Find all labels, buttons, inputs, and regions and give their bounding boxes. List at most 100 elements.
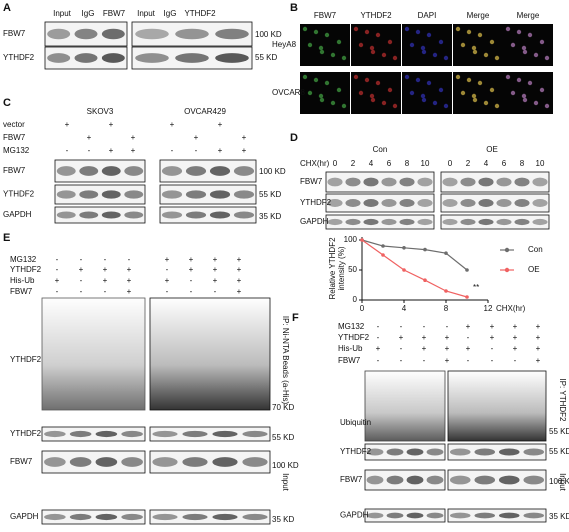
legend-marker xyxy=(504,267,510,273)
marker-label: 35 KD xyxy=(549,512,569,521)
cell xyxy=(432,52,438,58)
micrograph xyxy=(351,24,401,66)
sign: + xyxy=(213,276,218,285)
band xyxy=(381,199,397,207)
y-tick-label: 50 xyxy=(348,265,357,274)
sign: - xyxy=(400,322,403,331)
cell xyxy=(494,103,500,109)
time-label: CHX(hr) xyxy=(300,159,330,168)
side-label: IP: YTHDF2 xyxy=(558,379,567,423)
row-label: FBW7 xyxy=(3,166,26,175)
time-label: 0 xyxy=(333,159,338,168)
sign: - xyxy=(400,344,403,353)
cell xyxy=(455,26,461,32)
cell xyxy=(489,39,495,45)
sign: - xyxy=(377,333,380,342)
band xyxy=(381,177,397,187)
cell xyxy=(307,90,313,96)
band xyxy=(101,28,125,40)
blot-smear xyxy=(447,370,547,442)
sign: - xyxy=(128,255,131,264)
band xyxy=(498,512,520,519)
panel-label: A xyxy=(3,2,11,14)
row-label: OVCAR8 xyxy=(272,88,305,97)
cell xyxy=(539,39,545,45)
cell xyxy=(477,80,483,86)
cell xyxy=(375,32,381,38)
cell xyxy=(466,77,472,83)
cell xyxy=(318,45,324,51)
cell xyxy=(443,55,449,61)
cell xyxy=(510,42,516,48)
row-label: YTHDF2 xyxy=(3,190,35,199)
band xyxy=(185,190,207,199)
sign: + xyxy=(466,322,471,331)
cell xyxy=(324,80,330,86)
micrograph xyxy=(503,24,553,66)
x-axis-label: CHX(hr) xyxy=(496,304,526,313)
x-tick-label: 12 xyxy=(484,304,493,313)
band xyxy=(233,166,255,176)
band xyxy=(121,430,143,438)
sign: + xyxy=(131,146,136,155)
cell xyxy=(387,87,393,93)
blot-frame xyxy=(54,206,146,224)
column-label: DAPI xyxy=(418,11,437,20)
band xyxy=(345,177,361,187)
cell xyxy=(319,97,325,103)
sign: - xyxy=(467,356,470,365)
band xyxy=(44,457,66,467)
band xyxy=(161,211,183,219)
band xyxy=(74,28,98,40)
cell xyxy=(460,90,466,96)
cell xyxy=(415,77,421,83)
sign: + xyxy=(170,120,175,129)
cell xyxy=(392,103,398,109)
cell xyxy=(471,45,477,51)
cell xyxy=(387,39,393,45)
blot-frame xyxy=(41,509,146,525)
blot-frame xyxy=(41,450,146,474)
column-label: FBW7 xyxy=(314,11,337,20)
group-label: SKOV3 xyxy=(87,107,114,116)
cell xyxy=(381,100,387,106)
point xyxy=(465,268,469,272)
sign: + xyxy=(109,120,114,129)
sign: - xyxy=(80,287,83,296)
sign: + xyxy=(422,333,427,342)
cell xyxy=(516,29,522,35)
band xyxy=(161,190,183,199)
band xyxy=(185,166,207,176)
cell xyxy=(510,90,516,96)
cell xyxy=(505,74,511,80)
cell xyxy=(392,55,398,61)
point xyxy=(381,253,385,257)
condition-label: YTHDF2 xyxy=(338,333,370,342)
legend-marker xyxy=(504,247,510,253)
sign: - xyxy=(80,255,83,264)
side-label: Input xyxy=(558,473,567,492)
band xyxy=(406,475,424,485)
panel-label: F xyxy=(292,312,299,324)
band xyxy=(101,166,121,176)
band xyxy=(498,475,520,485)
band xyxy=(56,190,76,199)
blot-frame xyxy=(364,508,446,523)
row-label: FBW7 xyxy=(10,457,33,466)
cell xyxy=(302,74,308,80)
group-label: OVCAR429 xyxy=(184,107,226,116)
cell xyxy=(426,32,432,38)
sign: + xyxy=(213,255,218,264)
band xyxy=(386,475,404,485)
band xyxy=(124,190,144,199)
time-label: 8 xyxy=(520,159,525,168)
time-label: 8 xyxy=(405,159,410,168)
cell xyxy=(336,39,342,45)
blot-frame xyxy=(447,508,547,523)
x-tick-label: 8 xyxy=(444,304,449,313)
band xyxy=(121,457,143,467)
band xyxy=(523,512,545,519)
blot-frame xyxy=(149,509,271,525)
band xyxy=(406,448,424,456)
band xyxy=(417,218,433,226)
